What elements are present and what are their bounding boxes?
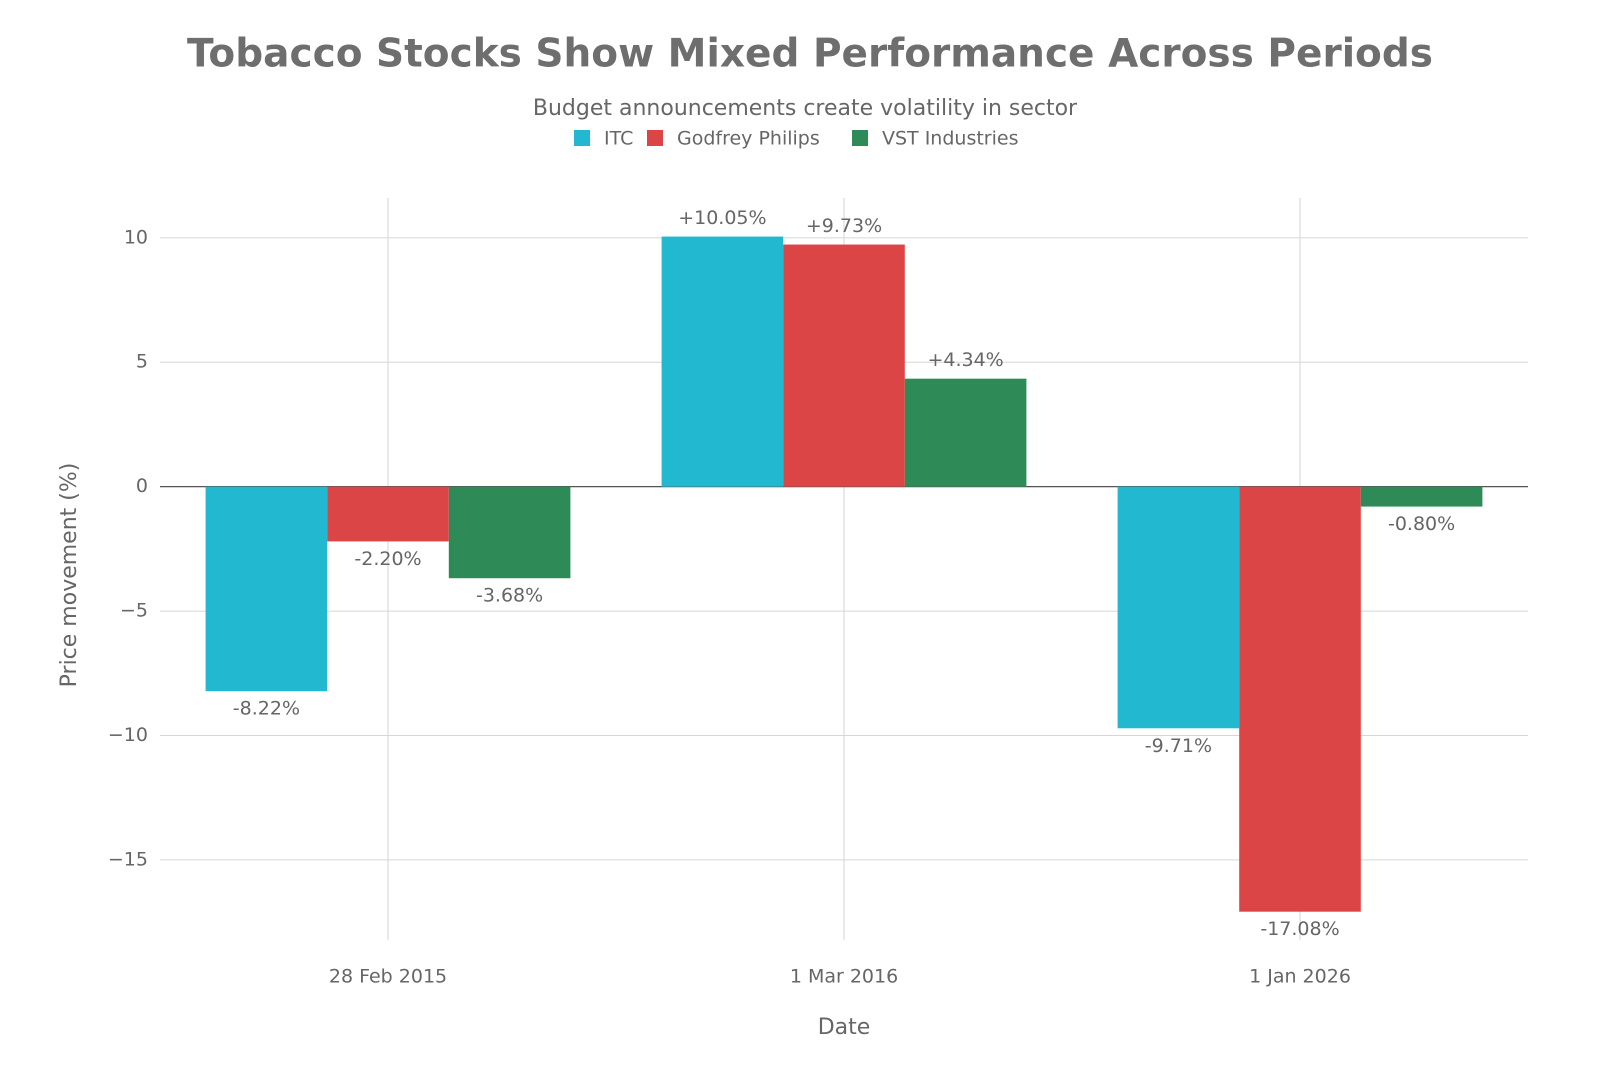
chart-subtitle: Budget announcements create volatility i…	[533, 96, 1078, 121]
legend-label: ITC	[604, 128, 633, 150]
bar	[1239, 486, 1361, 912]
bar	[661, 236, 784, 487]
y-tick-label: −10	[108, 724, 148, 746]
x-tick-label: 1 Jan 2026	[1249, 966, 1351, 988]
bar	[783, 244, 905, 487]
bar	[904, 378, 1027, 487]
value-label: -8.22%	[233, 698, 300, 720]
y-tick-label: −15	[108, 848, 148, 870]
legend-label: VST Industries	[882, 128, 1018, 150]
bar	[448, 486, 571, 579]
value-label: -17.08%	[1260, 918, 1339, 940]
value-label: -3.68%	[476, 585, 543, 607]
value-label: +9.73%	[806, 215, 882, 237]
value-label: -0.80%	[1388, 513, 1455, 535]
legend-swatch	[574, 130, 590, 146]
legend-swatch	[647, 130, 663, 146]
legend-swatch	[852, 130, 868, 146]
value-label: +10.05%	[678, 207, 766, 229]
bar	[1117, 486, 1240, 729]
x-axis-title: Date	[818, 1015, 871, 1040]
y-tick-label: 0	[136, 475, 148, 497]
x-tick-label: 28 Feb 2015	[329, 966, 447, 988]
chart-title: Tobacco Stocks Show Mixed Performance Ac…	[187, 32, 1433, 77]
y-axis-title: Price movement (%)	[57, 463, 82, 688]
value-label: -9.71%	[1145, 735, 1212, 757]
bar	[205, 486, 328, 692]
value-label: -2.20%	[354, 548, 421, 570]
bar	[327, 486, 449, 542]
x-tick-label: 1 Mar 2016	[790, 966, 898, 988]
bar	[1360, 486, 1483, 507]
y-tick-label: 5	[136, 351, 148, 373]
y-tick-label: −5	[120, 600, 148, 622]
value-label: +4.34%	[927, 349, 1003, 371]
legend-label: Godfrey Philips	[677, 128, 820, 150]
y-tick-label: 10	[124, 226, 148, 248]
